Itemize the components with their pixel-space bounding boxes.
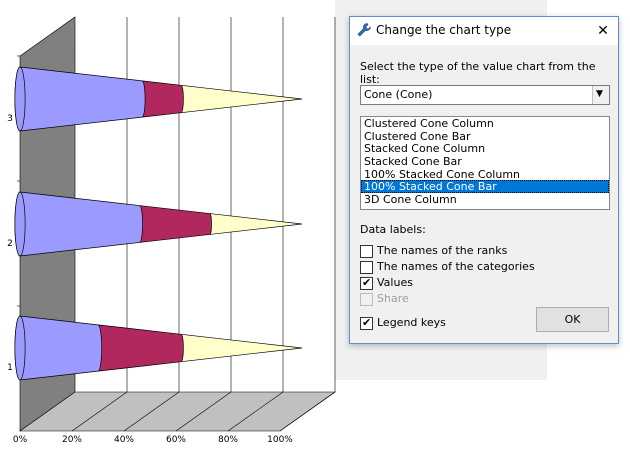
x-axis-tick-label: 80%: [218, 435, 238, 445]
checkmark-icon: ✔: [362, 316, 372, 329]
x-axis-tick-label: 60%: [166, 435, 186, 445]
checkbox-label: Share: [377, 292, 409, 305]
floor-gridline: [279, 391, 336, 432]
cone-base: [14, 315, 26, 381]
x-axis-tick-label: 20%: [62, 435, 82, 445]
close-button[interactable]: ✕: [588, 17, 618, 45]
list-item[interactable]: 3D Cone Column: [364, 193, 457, 207]
cone-segment-series-1: [14, 66, 146, 132]
wrench-icon: [357, 23, 371, 37]
cone-segment-series-2: [136, 205, 212, 243]
list-item[interactable]: Stacked Cone Column: [364, 142, 486, 156]
change-chart-type-dialog: Change the chart type ✕ Select the type …: [349, 16, 619, 344]
y-axis-category-label: 2: [7, 239, 13, 249]
floor-gridline: [227, 391, 284, 432]
list-item[interactable]: Clustered Cone Bar: [364, 129, 471, 143]
ok-button[interactable]: OK: [536, 307, 609, 332]
checkbox-label: Legend keys: [377, 316, 446, 329]
cone-segment-series-2: [138, 80, 184, 118]
checkbox-box[interactable]: [360, 245, 373, 258]
data-labels-heading: Data labels:: [360, 223, 426, 236]
chart-type-listbox[interactable]: Clustered Cone Column Clustered Cone Bar…: [360, 116, 610, 210]
list-item[interactable]: Stacked Cone Bar: [364, 155, 462, 169]
y-axis-category-label: 3: [7, 114, 13, 124]
cone-segment-series-1: [14, 191, 143, 257]
x-axis-tick-label: 40%: [114, 435, 134, 445]
close-icon: ✕: [597, 23, 609, 39]
checkbox-label: The names of the ranks: [377, 244, 508, 257]
checkbox-box[interactable]: ✔: [360, 276, 373, 290]
list-item[interactable]: 100% Stacked Cone Bar: [361, 180, 609, 193]
floor-gridline: [175, 391, 232, 432]
dropdown-arrow-button[interactable]: ▼: [592, 86, 609, 104]
chevron-down-icon: ▼: [596, 89, 603, 99]
floor-gridline: [123, 391, 180, 432]
checkbox-box[interactable]: ✔: [360, 316, 373, 330]
cone-base: [14, 191, 26, 257]
floor-gridline: [71, 391, 128, 432]
checkbox-label: The names of the categories: [377, 260, 535, 273]
list-item[interactable]: 100% Stacked Cone Column: [364, 167, 521, 181]
checkbox-box[interactable]: [360, 261, 373, 274]
x-axis-tick-label: 100%: [267, 435, 293, 445]
cone-base: [14, 66, 26, 132]
cone-segment-series-2: [93, 324, 184, 372]
chart-family-dropdown[interactable]: Cone (Cone) ▼: [360, 85, 610, 105]
cone-segment-series-3: [178, 84, 303, 114]
checkbox-box: [360, 293, 373, 306]
list-item[interactable]: Clustered Cone Column: [364, 117, 494, 130]
chart-type-prompt: Select the type of the value chart from …: [360, 60, 596, 86]
cone-segment-series-3: [178, 333, 303, 363]
y-axis-category-label: 1: [7, 363, 13, 373]
dialog-title: Change the chart type: [376, 23, 512, 37]
cone-segment-series-1: [14, 315, 103, 381]
checkmark-icon: ✔: [362, 276, 372, 289]
cone-segment-series-3: [207, 213, 303, 235]
dropdown-selected-value: Cone (Cone): [364, 88, 433, 101]
x-axis-tick-label: 0%: [13, 435, 28, 445]
dialog-title-bar: Change the chart type ✕: [350, 17, 618, 45]
checkbox-label: Values: [377, 276, 413, 289]
